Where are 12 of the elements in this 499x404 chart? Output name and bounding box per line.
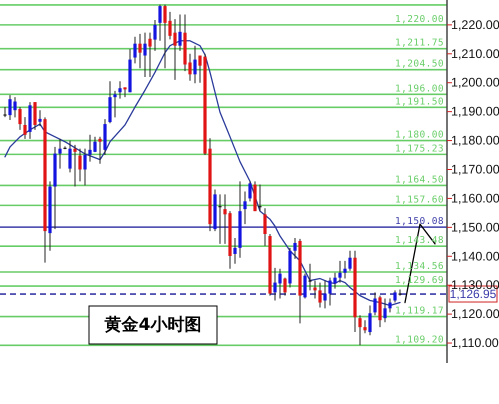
y-tick-label: 1,150.00 [451, 220, 499, 234]
y-tick-label: 1,200.00 [451, 76, 499, 90]
y-tick-label: 1,170.00 [451, 162, 499, 176]
annotation: 黄金4小时图 [104, 315, 202, 335]
y-tick-label: 1,110.00 [451, 336, 499, 350]
y-tick-label: 1,160.00 [451, 191, 499, 206]
y-tick-label: 1,140.00 [451, 249, 499, 264]
y-tick-label: 1,210.00 [451, 46, 499, 61]
y-tick-label: 1,180.00 [451, 134, 499, 148]
y-tick-label: 1,190.00 [451, 104, 499, 119]
y-tick-label: 1,220.00 [451, 18, 499, 32]
y-tick-label: 1,120.00 [451, 307, 499, 322]
